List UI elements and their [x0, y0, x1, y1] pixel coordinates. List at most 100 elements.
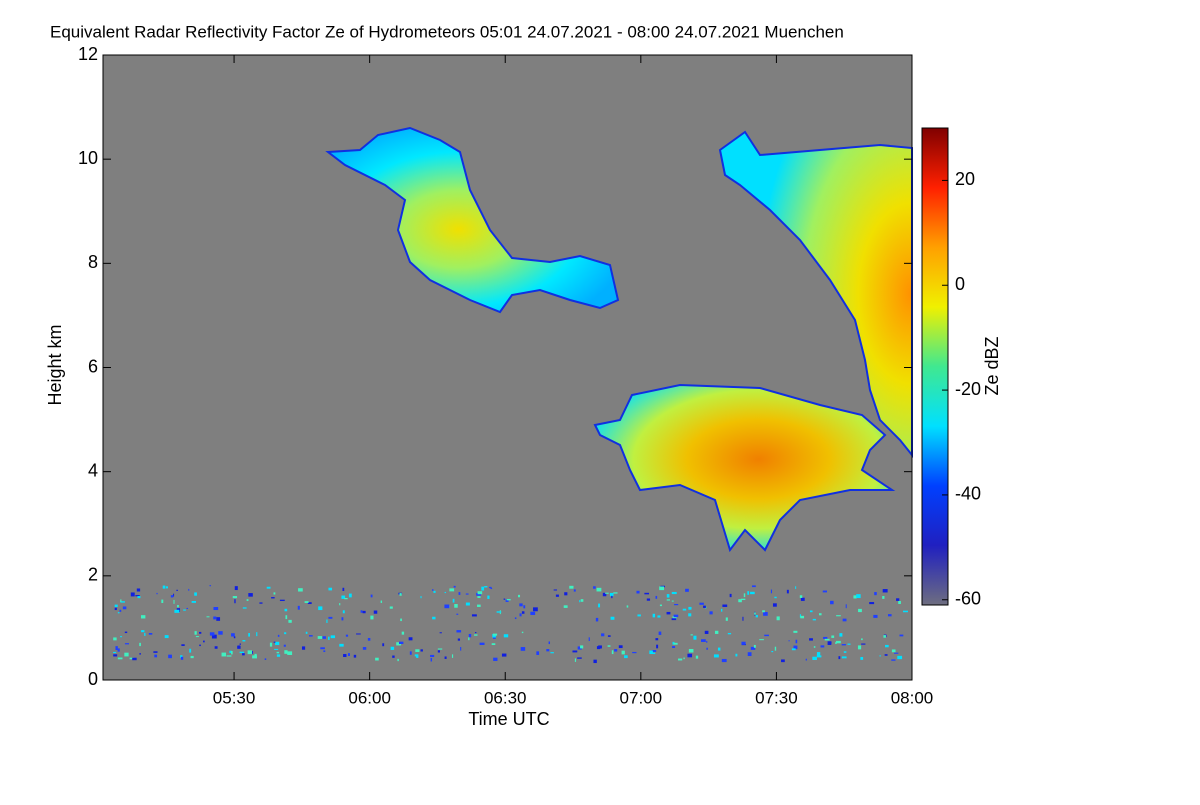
clutter-pixel [194, 592, 197, 596]
clutter-pixel [693, 635, 697, 640]
clutter-pixel [330, 635, 336, 639]
clutter-pixel [246, 599, 249, 601]
clutter-pixel [514, 617, 517, 620]
clutter-pixel [275, 641, 280, 646]
clutter-pixel [124, 643, 130, 645]
clutter-pixel [834, 642, 837, 644]
colorbar-tick-label: 0 [955, 274, 965, 294]
clutter-pixel [496, 611, 502, 613]
clutter-pixel [687, 653, 693, 658]
clutter-pixel [838, 656, 841, 660]
clutter-pixel [120, 636, 122, 638]
clutter-pixel [879, 655, 881, 657]
clutter-pixel [873, 614, 878, 618]
clutter-pixel [273, 592, 276, 595]
clutter-pixel [382, 643, 385, 647]
clutter-pixel [468, 637, 470, 641]
clutter-pixel [690, 634, 693, 636]
clutter-pixel [345, 634, 349, 637]
clutter-pixel [392, 655, 395, 658]
clutter-pixel [117, 657, 123, 660]
clutter-pixel [165, 586, 168, 589]
clutter-pixel [362, 610, 366, 614]
clutter-pixel [646, 598, 651, 601]
clutter-pixel [709, 611, 713, 615]
clutter-pixel [190, 655, 194, 659]
clutter-pixel [430, 654, 435, 658]
clutter-pixel [666, 594, 670, 598]
clutter-pixel [343, 654, 347, 658]
clutter-pixel [164, 635, 169, 639]
clutter-pixel [213, 607, 219, 611]
colorbar-tick-label: -40 [955, 484, 981, 504]
clutter-pixel [266, 586, 271, 589]
clutter-pixel [148, 633, 153, 635]
clutter-pixel [613, 592, 618, 594]
clutter-pixel [674, 603, 679, 606]
clutter-pixel [115, 646, 118, 651]
clutter-pixel [898, 600, 901, 604]
clutter-pixel [896, 598, 900, 601]
clutter-pixel [800, 597, 805, 601]
clutter-pixel [644, 592, 650, 595]
clutter-pixel [479, 642, 485, 645]
clutter-pixel [277, 634, 280, 637]
clutter-pixel [884, 654, 888, 656]
clutter-pixel [902, 610, 908, 613]
clutter-pixel [861, 643, 866, 645]
clutter-pixel [754, 612, 756, 615]
clutter-pixel [897, 655, 903, 660]
clutter-pixel [135, 595, 140, 597]
echoes [325, 126, 913, 553]
clutter-pixel [795, 639, 798, 644]
clutter-pixel [221, 652, 227, 657]
clutter-pixel [831, 635, 835, 638]
clutter-pixel [753, 644, 756, 648]
clutter-pixel [328, 616, 333, 619]
clutter-pixel [605, 592, 609, 594]
clutter-pixel [805, 658, 807, 661]
clutter-pixel [390, 646, 395, 650]
clutter-pixel [793, 645, 798, 650]
clutter-pixel [774, 646, 777, 651]
clutter-pixel [842, 618, 847, 622]
clutter-pixel [113, 654, 118, 657]
clutter-pixel [503, 634, 509, 638]
clutter-pixel [882, 589, 888, 593]
clutter-pixel [503, 598, 506, 600]
clutter-pixel [729, 593, 732, 598]
clutter-pixel [375, 657, 379, 661]
clutter-pixel [857, 645, 862, 650]
clutter-pixel [276, 651, 280, 654]
clutter-pixel [885, 644, 889, 648]
clutter-pixel [408, 637, 413, 641]
echo-region [593, 383, 896, 553]
clutter-pixel [304, 601, 309, 603]
plot-area [103, 55, 912, 680]
clutter-pixel [518, 594, 521, 598]
clutter-pixel [607, 635, 611, 637]
clutter-pixel [279, 599, 285, 601]
clutter-pixel [117, 648, 120, 652]
x-tick-label: 07:30 [755, 688, 798, 707]
clutter-pixel [546, 649, 550, 652]
clutter-pixel [659, 604, 662, 607]
clutter-pixel [763, 612, 768, 616]
clutter-pixel [666, 599, 670, 601]
clutter-pixel [397, 658, 399, 662]
x-axis-label: Time UTC [468, 709, 549, 729]
clutter-pixel [701, 639, 706, 642]
clutter-pixel [367, 637, 371, 641]
clutter-pixel [548, 641, 551, 645]
clutter-pixel [673, 642, 678, 645]
clutter-pixel [893, 652, 899, 654]
clutter-pixel [683, 657, 685, 660]
clutter-pixel [741, 641, 746, 645]
clutter-pixel [820, 645, 825, 648]
clutter-pixel [458, 592, 461, 595]
clutter-pixel [248, 593, 253, 597]
clutter-pixel [501, 653, 507, 657]
clutter-pixel [199, 631, 202, 634]
clutter-pixel [742, 616, 744, 621]
clutter-pixel [154, 654, 158, 658]
